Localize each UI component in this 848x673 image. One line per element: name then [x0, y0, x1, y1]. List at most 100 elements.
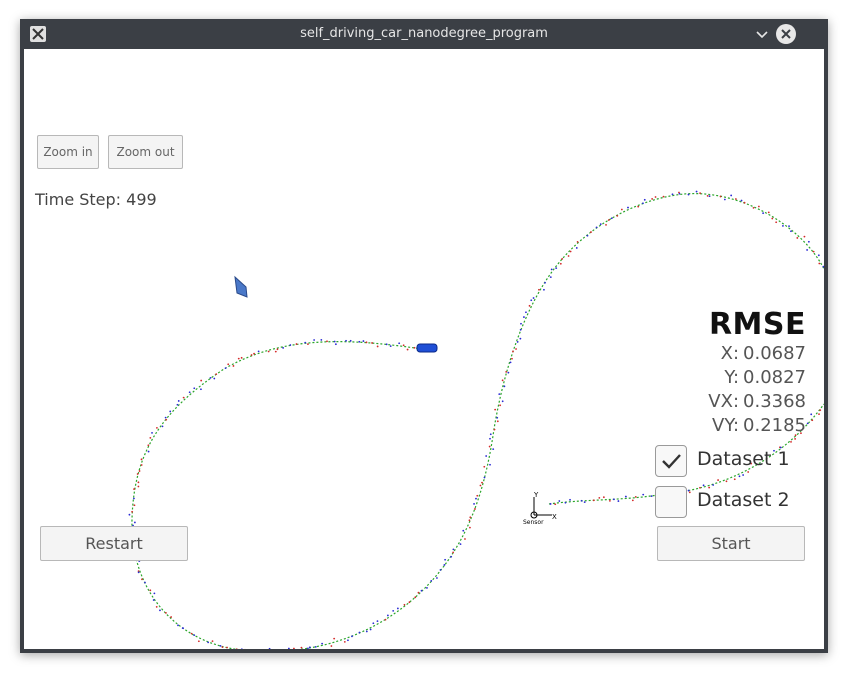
measurement-point	[617, 500, 620, 502]
measurement-point	[599, 223, 602, 226]
dataset-1-checkbox[interactable]	[655, 445, 687, 477]
dataset-2-label[interactable]: Dataset 2	[697, 489, 790, 511]
measurement-point	[358, 631, 361, 634]
measurement-point	[376, 620, 379, 623]
rmse-x: X: 0.0687	[720, 343, 806, 364]
measurement-point	[452, 551, 455, 554]
measurement-point	[620, 208, 623, 211]
measurement-point	[499, 404, 502, 407]
measurement-point	[544, 281, 546, 284]
measurement-point	[137, 481, 140, 484]
measurement-point	[706, 194, 709, 197]
measurement-point	[607, 219, 610, 221]
measurement-point	[133, 504, 136, 507]
measurement-point	[481, 481, 483, 484]
measurement-point	[240, 356, 243, 359]
window-title: self_driving_car_nanodegree_program	[300, 26, 548, 41]
measurement-point	[624, 495, 627, 498]
measurement-point	[812, 250, 815, 253]
close-icon[interactable]	[776, 24, 796, 44]
measurement-point	[152, 599, 155, 601]
measurement-point	[699, 486, 701, 489]
measurement-point	[133, 488, 135, 490]
measurement-point	[762, 212, 765, 215]
start-button[interactable]: Start	[657, 526, 805, 561]
measurement-point	[750, 462, 753, 465]
measurement-point	[511, 357, 513, 360]
measurement-point	[543, 288, 545, 291]
measurement-point	[333, 637, 336, 640]
rmse-vy: VY: 0.2185	[712, 415, 806, 436]
app-icon	[30, 26, 46, 42]
measurement-point	[156, 427, 158, 429]
measurement-point	[181, 627, 184, 629]
measurement-point	[136, 473, 139, 475]
measurement-point	[334, 343, 337, 346]
dataset-2-checkbox[interactable]	[655, 486, 687, 518]
measurement-point	[417, 591, 420, 594]
zoom-out-button[interactable]: Zoom out	[108, 135, 183, 169]
measurement-point	[176, 403, 179, 406]
measurement-point	[631, 499, 634, 502]
measurement-point	[602, 496, 605, 499]
measurement-point	[779, 446, 782, 449]
measurement-point	[515, 348, 517, 350]
measurement-point	[695, 190, 698, 193]
measurement-point	[131, 510, 134, 513]
measurement-point	[688, 491, 691, 494]
measurement-point	[386, 614, 389, 617]
measurement-point	[642, 202, 644, 205]
measurement-point	[554, 503, 557, 506]
measurement-point	[473, 503, 475, 505]
measurement-point	[300, 646, 303, 649]
measurement-point	[213, 377, 216, 380]
measurement-point	[398, 342, 401, 345]
measurement-point	[365, 630, 368, 633]
measurement-point	[613, 498, 615, 501]
measurement-point	[133, 521, 136, 524]
zoom-in-button[interactable]: Zoom in	[37, 135, 99, 169]
measurement-point	[177, 400, 180, 402]
measurement-point	[723, 198, 726, 201]
measurement-point	[268, 647, 271, 649]
measurement-point	[200, 388, 202, 391]
measurement-point	[133, 497, 135, 500]
time-step-label: Time Step:	[35, 190, 122, 209]
measurement-point	[235, 648, 238, 649]
measurement-point	[267, 350, 270, 353]
measurement-point	[343, 640, 346, 643]
measurement-point	[678, 192, 681, 195]
measurement-point	[627, 206, 629, 209]
measurement-point	[549, 503, 552, 505]
measurement-point	[147, 450, 150, 453]
measurement-point	[485, 455, 488, 457]
measurement-point	[479, 484, 482, 487]
measurement-point	[226, 646, 228, 649]
measurement-point	[818, 262, 821, 265]
measurement-point	[211, 640, 214, 642]
car-marker	[416, 343, 438, 353]
restart-button[interactable]: Restart	[40, 526, 188, 561]
measurement-point	[771, 217, 774, 220]
sensor-marker: Y X Sensor	[523, 491, 557, 526]
measurement-point	[444, 558, 447, 561]
measurement-point	[369, 628, 372, 631]
measurement-point	[402, 344, 405, 347]
simulator-canvas[interactable]: Y X Sensor Zoom in Zoom out Time Step: 4…	[24, 49, 824, 649]
measurement-point	[528, 304, 531, 307]
measurement-point	[494, 408, 497, 411]
measurement-point	[351, 635, 353, 638]
measurement-point	[595, 226, 598, 229]
measurement-point	[765, 457, 768, 460]
measurement-point	[592, 499, 595, 502]
measurement-point	[759, 463, 762, 466]
measurement-point	[558, 500, 561, 502]
measurement-point	[590, 231, 592, 233]
dataset-1-label[interactable]: Dataset 1	[697, 448, 790, 470]
measurement-point	[806, 249, 809, 251]
measurement-point	[765, 454, 768, 457]
chevron-down-icon[interactable]	[754, 27, 770, 41]
measurement-point	[140, 464, 143, 466]
rmse-title: RMSE	[708, 307, 806, 342]
measurement-point	[436, 577, 438, 579]
